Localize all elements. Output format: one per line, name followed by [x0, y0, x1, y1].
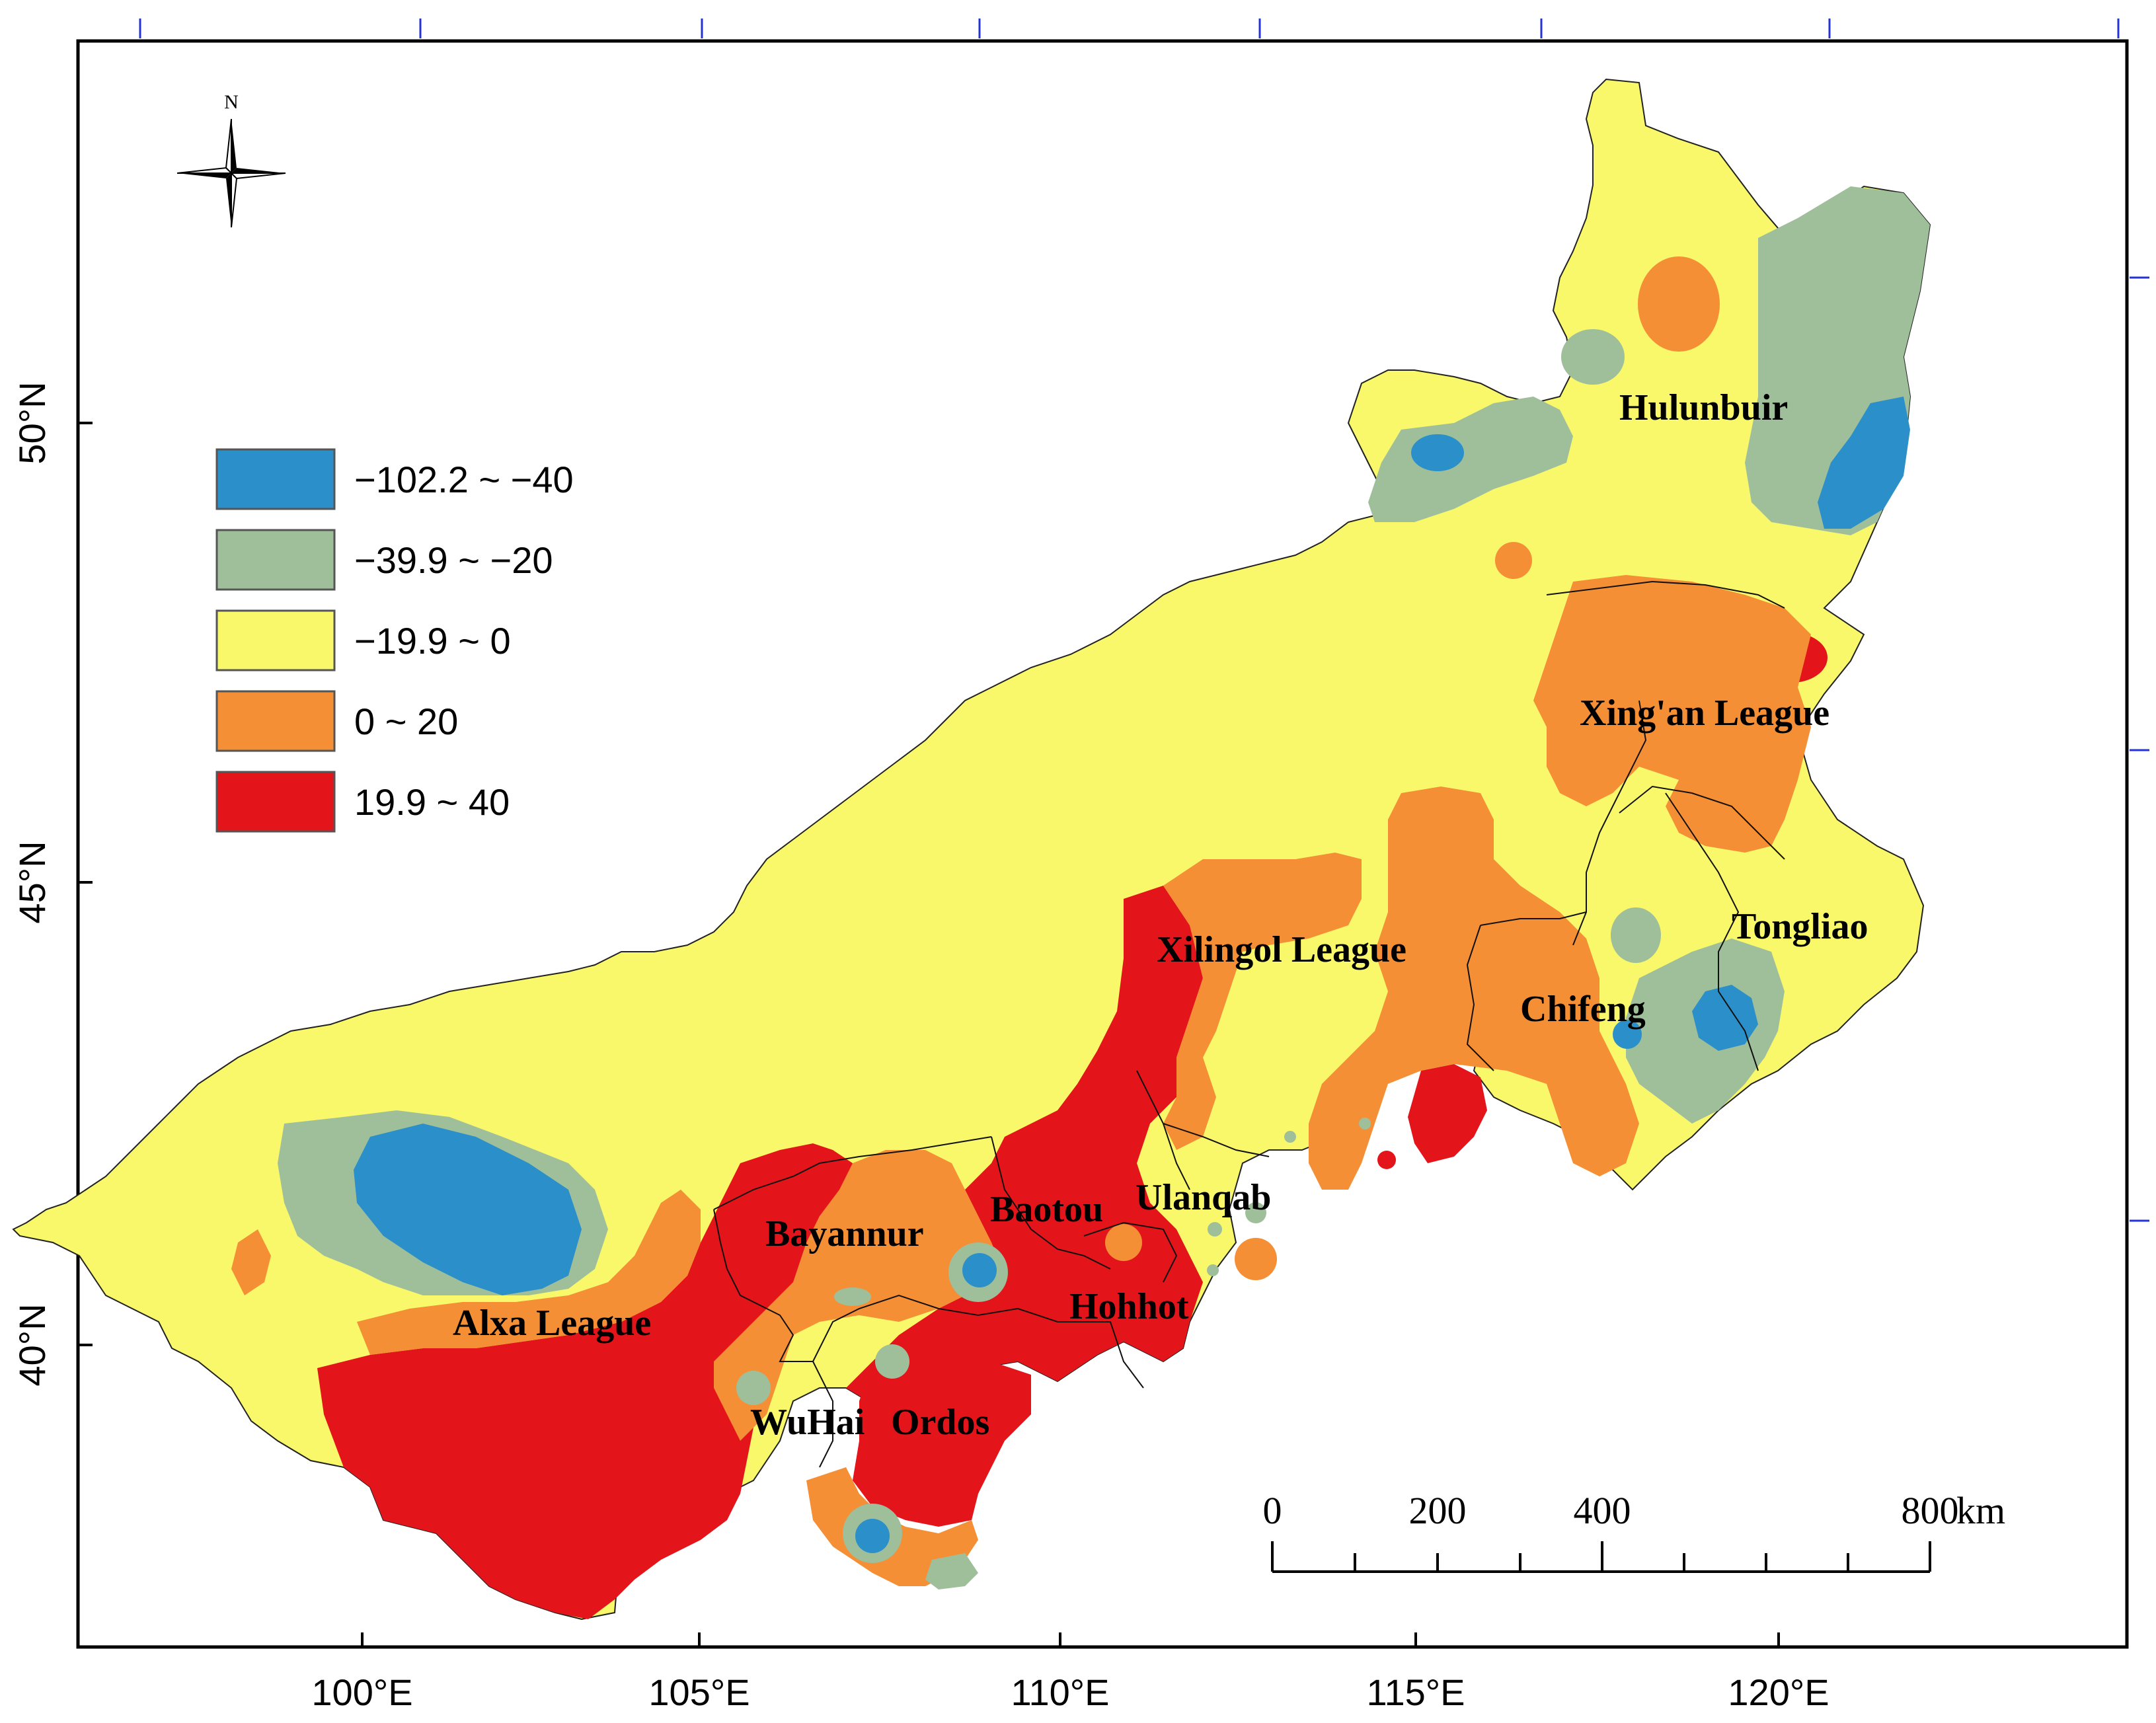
zone-orange-hohhot-a	[1105, 1224, 1142, 1261]
zone-green-ordos	[875, 1344, 909, 1379]
legend-swatch	[215, 609, 336, 671]
zone-green-hulun-center	[1561, 329, 1625, 385]
admin-boundaries	[713, 580, 1785, 1468]
region-label-wuhai: WuHai	[750, 1402, 865, 1443]
zone-green-hulun-west	[1368, 397, 1573, 522]
zone-blue-ordos-south	[855, 1519, 890, 1553]
lat-label: 40°N	[11, 1303, 53, 1386]
zone-red-chifeng	[1408, 1064, 1487, 1163]
zone-blue-alxa	[354, 1124, 582, 1295]
latitude-labels: 50°N 45°N 40°N	[11, 381, 53, 1386]
region-labels: Hulunbuir Xing'an League Tongliao Xiling…	[453, 387, 1868, 1443]
legend-swatch	[215, 448, 336, 510]
zone-blue-bayannur	[962, 1253, 997, 1287]
longitude-labels: 100°E 105°E 110°E 115°E 120°E	[311, 1671, 1829, 1713]
zone-red-east-belt	[846, 886, 1203, 1408]
zone-orange-hulun-small	[1495, 542, 1532, 579]
region-label-alxa: Alxa League	[453, 1303, 651, 1344]
top-frame-ticks	[139, 19, 2149, 1222]
scale-unit: km	[1956, 1489, 2005, 1532]
scale-label-200: 200	[1409, 1489, 1467, 1532]
legend-swatch	[215, 529, 336, 591]
legend-label: −19.9 ~ 0	[354, 620, 511, 662]
region-label-hulunbuir: Hulunbuir	[1619, 387, 1788, 428]
zone-orange-alxa-west	[231, 1229, 271, 1295]
zone-red-dot-1	[1377, 1151, 1396, 1169]
region-label-ulanqab: Ulanqab	[1136, 1177, 1271, 1218]
zone-green-chifeng	[1611, 907, 1661, 963]
region-label-baotou: Baotou	[990, 1189, 1103, 1230]
region-label-ordos: Ordos	[891, 1402, 989, 1443]
lon-label: 115°E	[1366, 1671, 1465, 1713]
zone-orange-hulun	[1638, 256, 1720, 352]
legend-label: 0 ~ 20	[354, 701, 458, 742]
lon-label: 105°E	[648, 1671, 750, 1713]
zone-blue-hulun-east	[1818, 397, 1910, 529]
region-label-chifeng: Chifeng	[1520, 989, 1646, 1030]
zone-orange-xingan	[1533, 575, 1811, 853]
region-label-xilingol: Xilingol League	[1157, 929, 1406, 970]
lon-label: 110°E	[1011, 1671, 1109, 1713]
legend-label: 19.9 ~ 40	[354, 781, 510, 823]
zone-orange-alxa-band	[357, 1190, 701, 1355]
legend: −102.2 ~ −40 −39.9 ~ −20 −19.9 ~ 0 0 ~ 20 19…	[215, 448, 574, 833]
legend-swatch	[215, 771, 336, 833]
zone-blue-hulun-west	[1411, 434, 1464, 471]
zone-green-ordos-tip	[925, 1553, 978, 1589]
zone-orange-xilingol-west	[1163, 853, 1362, 1150]
legend-label: −102.2 ~ −40	[354, 459, 574, 500]
legend-swatch	[215, 690, 336, 752]
lat-label: 50°N	[11, 381, 53, 464]
zone-orange-xilingol	[1309, 786, 1639, 1190]
scale-label-400: 400	[1574, 1489, 1631, 1532]
legend-label: −39.9 ~ −20	[354, 539, 553, 581]
zone-green-bay-strip	[834, 1287, 871, 1306]
frame-ticks	[78, 422, 1780, 1647]
lon-label: 120°E	[1728, 1671, 1829, 1713]
zone-red-ordos-south	[853, 1348, 1031, 1527]
scale-label-800: 800	[1902, 1489, 1959, 1532]
north-label: N	[224, 91, 239, 113]
zone-blue-chifeng	[1613, 1020, 1642, 1049]
scale-label-0: 0	[1263, 1489, 1282, 1532]
region-label-bayannur: Bayannur	[765, 1213, 924, 1254]
zone-red-west	[317, 1143, 859, 1619]
north-arrow: N	[176, 91, 286, 228]
zone-orange-ulanqab	[1235, 1238, 1277, 1280]
lon-label: 100°E	[311, 1671, 412, 1713]
lat-label: 45°N	[11, 841, 53, 923]
region-label-hohhot: Hohhot	[1069, 1286, 1189, 1327]
zones-blue	[354, 397, 1910, 1553]
zones-orange	[231, 256, 1811, 1586]
zones-small-dots	[1207, 1118, 1371, 1276]
scale-bar: 0 200 400 800 km	[1263, 1489, 2005, 1573]
region-label-xingan: Xing'an League	[1580, 693, 1829, 734]
zone-blue-tongliao	[1692, 985, 1758, 1051]
zone-green-wuhai	[736, 1371, 771, 1405]
region-label-tongliao: Tongliao	[1732, 906, 1868, 947]
